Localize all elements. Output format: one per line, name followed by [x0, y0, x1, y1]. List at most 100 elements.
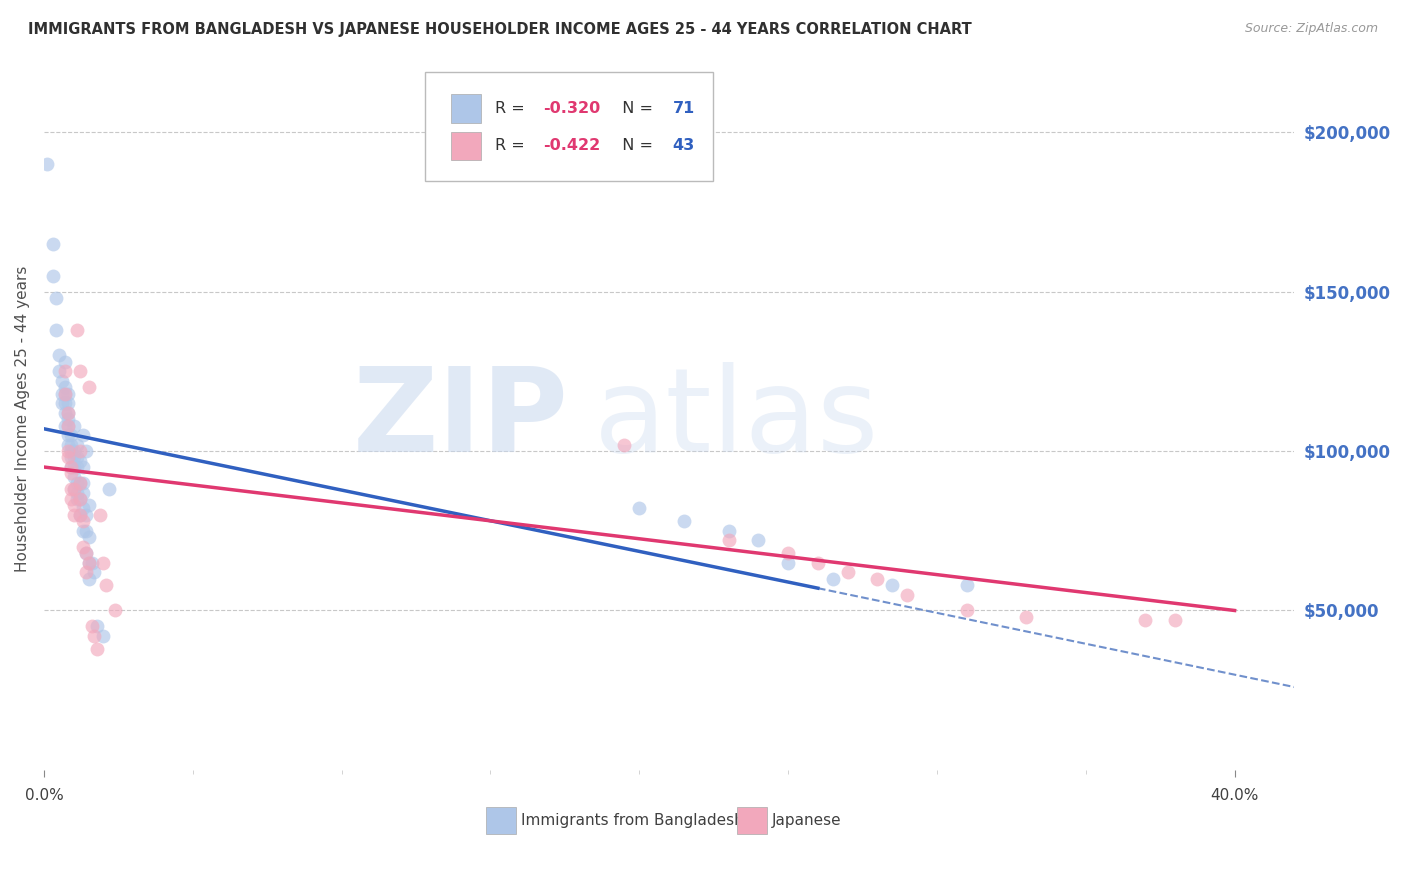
- Point: [53, 355, 76, 369]
- Point: [75, 444, 97, 458]
- Point: [66, 323, 89, 337]
- Point: [69, 453, 91, 467]
- Point: [821, 572, 844, 586]
- Point: [51, 386, 73, 401]
- Point: [69, 508, 91, 522]
- FancyBboxPatch shape: [737, 807, 766, 834]
- Point: [69, 491, 91, 506]
- Text: Japanese: Japanese: [772, 813, 841, 828]
- Point: [53, 386, 76, 401]
- Point: [69, 364, 91, 378]
- Point: [62, 450, 84, 465]
- Point: [72, 524, 94, 538]
- Text: N =: N =: [612, 101, 658, 116]
- Y-axis label: Householder Income Ages 25 - 44 years: Householder Income Ages 25 - 44 years: [15, 266, 30, 573]
- Point: [69, 475, 91, 490]
- Point: [86, 619, 108, 633]
- FancyBboxPatch shape: [425, 72, 713, 181]
- Point: [66, 438, 89, 452]
- Point: [72, 475, 94, 490]
- Point: [672, 514, 695, 528]
- Point: [72, 460, 94, 475]
- Point: [66, 475, 89, 490]
- Point: [93, 629, 115, 643]
- Point: [956, 578, 979, 592]
- Point: [59, 491, 82, 506]
- Text: ZIP: ZIP: [353, 362, 569, 476]
- Point: [77, 556, 100, 570]
- Point: [882, 578, 904, 592]
- FancyBboxPatch shape: [451, 95, 481, 122]
- Point: [77, 380, 100, 394]
- Text: -0.320: -0.320: [543, 101, 600, 116]
- Point: [62, 498, 84, 512]
- Point: [51, 396, 73, 410]
- Point: [77, 572, 100, 586]
- Point: [956, 603, 979, 617]
- Point: [613, 438, 636, 452]
- Point: [45, 291, 67, 305]
- Point: [56, 386, 79, 401]
- Point: [1164, 613, 1187, 627]
- Point: [778, 546, 800, 560]
- Point: [56, 444, 79, 458]
- Point: [62, 483, 84, 497]
- Point: [42, 268, 65, 283]
- Point: [717, 533, 740, 548]
- Point: [53, 386, 76, 401]
- Text: R =: R =: [495, 101, 530, 116]
- Text: N =: N =: [612, 138, 658, 153]
- Point: [72, 514, 94, 528]
- Point: [80, 619, 103, 633]
- Point: [98, 483, 121, 497]
- Point: [1135, 613, 1157, 627]
- Point: [866, 572, 889, 586]
- Point: [62, 469, 84, 483]
- Point: [69, 491, 91, 506]
- Point: [56, 406, 79, 420]
- Text: Immigrants from Bangladesh: Immigrants from Bangladesh: [522, 813, 744, 828]
- Point: [93, 556, 115, 570]
- Point: [75, 546, 97, 560]
- Point: [747, 533, 769, 548]
- Point: [66, 485, 89, 500]
- Point: [56, 418, 79, 433]
- Point: [72, 501, 94, 516]
- Point: [59, 450, 82, 465]
- Text: -0.422: -0.422: [543, 138, 600, 153]
- Point: [66, 450, 89, 465]
- Point: [53, 418, 76, 433]
- Point: [56, 428, 79, 442]
- Point: [56, 418, 79, 433]
- Point: [59, 428, 82, 442]
- Point: [56, 396, 79, 410]
- Text: R =: R =: [495, 138, 530, 153]
- Point: [628, 501, 651, 516]
- Text: atlas: atlas: [593, 362, 879, 476]
- Point: [35, 157, 58, 171]
- Text: IMMIGRANTS FROM BANGLADESH VS JAPANESE HOUSEHOLDER INCOME AGES 25 - 44 YEARS COR: IMMIGRANTS FROM BANGLADESH VS JAPANESE H…: [28, 22, 972, 37]
- Point: [89, 508, 111, 522]
- Point: [48, 348, 70, 362]
- Point: [59, 483, 82, 497]
- Point: [69, 508, 91, 522]
- Point: [75, 508, 97, 522]
- Point: [62, 483, 84, 497]
- FancyBboxPatch shape: [451, 132, 481, 160]
- Point: [59, 438, 82, 452]
- Point: [77, 498, 100, 512]
- Point: [104, 603, 127, 617]
- Point: [1015, 610, 1038, 624]
- Point: [72, 485, 94, 500]
- Point: [75, 566, 97, 580]
- Point: [59, 460, 82, 475]
- Point: [53, 380, 76, 394]
- Point: [896, 588, 918, 602]
- Point: [53, 406, 76, 420]
- Point: [86, 641, 108, 656]
- Point: [56, 438, 79, 452]
- Point: [59, 467, 82, 481]
- Point: [62, 444, 84, 458]
- Point: [56, 450, 79, 465]
- Point: [778, 556, 800, 570]
